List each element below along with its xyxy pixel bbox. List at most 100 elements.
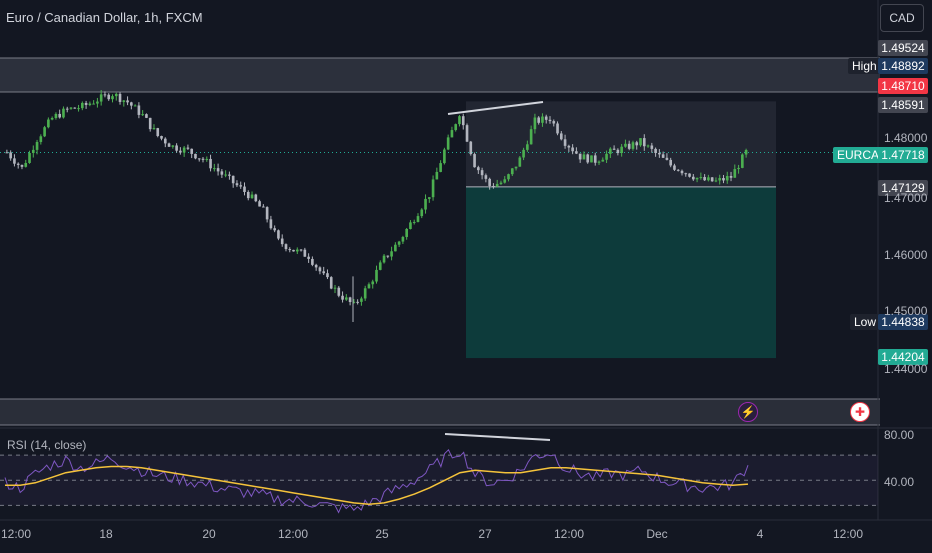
- stop-zone: [466, 101, 776, 187]
- candle-body: [559, 133, 563, 140]
- candle-body: [405, 228, 408, 237]
- candle-body: [676, 169, 680, 171]
- candle-body: [69, 107, 73, 109]
- candle-body: [658, 152, 661, 155]
- candle-body: [228, 174, 231, 176]
- candle-body: [699, 177, 703, 179]
- candle-body: [277, 230, 280, 239]
- candle-body: [280, 238, 284, 245]
- candle-body: [130, 102, 133, 106]
- candle-body: [99, 94, 103, 102]
- candle-body: [163, 138, 167, 144]
- candle-body: [126, 100, 129, 103]
- candle-body: [175, 145, 178, 151]
- candle-body: [624, 143, 627, 147]
- rsi-trend-line: [444, 433, 551, 441]
- candle-body: [642, 138, 646, 147]
- candle-body: [710, 177, 714, 182]
- candle-body: [541, 116, 544, 123]
- candle-body: [412, 221, 416, 223]
- candle-body: [50, 118, 54, 120]
- candle-body: [133, 105, 137, 107]
- high-label: High: [848, 58, 881, 74]
- candle-body: [673, 165, 676, 170]
- candle-body: [590, 155, 593, 163]
- candle-body: [450, 130, 454, 138]
- candle-body: [160, 135, 163, 139]
- low-label: Low: [850, 314, 881, 330]
- candle-body: [439, 163, 442, 172]
- candle-body: [288, 249, 292, 251]
- candle-body: [492, 185, 495, 187]
- candle-body: [695, 177, 699, 180]
- price-axis-tick: 1.44000: [884, 362, 928, 376]
- candle-body: [318, 267, 322, 272]
- candle-body: [556, 123, 559, 134]
- candle-body: [631, 142, 635, 149]
- candle-body: [307, 256, 310, 259]
- high-price-tag: 1.48892: [878, 58, 928, 74]
- candle-body: [43, 127, 46, 137]
- lightning-icon[interactable]: ⚡: [738, 402, 758, 422]
- candle-body: [722, 178, 725, 181]
- candle-body: [205, 158, 209, 160]
- candle-body: [295, 249, 299, 252]
- candle-body: [250, 194, 254, 199]
- target-zone: [466, 186, 776, 359]
- candle-body: [96, 101, 99, 104]
- candle-body: [194, 153, 197, 159]
- candle-body: [5, 152, 9, 154]
- candle-body: [179, 150, 182, 153]
- candle-body: [563, 139, 567, 146]
- events-band: [0, 399, 880, 425]
- candle-body: [688, 173, 691, 177]
- current-price-tag: 1.47718: [878, 147, 928, 163]
- candle-body: [639, 138, 642, 146]
- candle-body: [345, 297, 348, 300]
- candle-body: [725, 176, 729, 181]
- candle-body: [378, 262, 382, 270]
- candle-body: [416, 216, 420, 222]
- candle-body: [311, 258, 314, 265]
- time-axis-label: 12:00: [277, 527, 309, 541]
- candle-body: [16, 163, 20, 165]
- rsi-line: [4, 448, 749, 514]
- candle-body: [246, 191, 250, 199]
- time-axis-label: Dec: [646, 527, 668, 541]
- candle-body: [122, 100, 126, 102]
- candle-body: [54, 113, 58, 119]
- candle-body: [58, 113, 62, 118]
- canada-flag-icon[interactable]: ✚: [850, 402, 870, 422]
- target-price-tag: 1.44204: [878, 349, 928, 365]
- time-axis-label: 4: [756, 527, 764, 541]
- candle-body: [627, 143, 631, 149]
- price-tag-top: 1.49524: [878, 40, 928, 56]
- candle-body: [401, 236, 405, 242]
- candle-body: [684, 173, 688, 175]
- candle-body: [548, 119, 552, 122]
- candle-body: [20, 164, 24, 167]
- candle-body: [477, 167, 480, 171]
- candle-body: [578, 153, 582, 160]
- candle-body: [262, 206, 265, 208]
- candle-body: [299, 249, 303, 251]
- candle-body: [575, 151, 578, 154]
- time-axis-label: 25: [375, 527, 389, 541]
- candle-body: [216, 168, 220, 172]
- candle-body: [737, 167, 740, 170]
- candle-body: [243, 186, 246, 192]
- candle-body: [231, 175, 235, 184]
- candle-body: [375, 269, 378, 282]
- candle-body: [269, 219, 273, 229]
- candle-body: [431, 179, 435, 198]
- currency-button[interactable]: CAD: [880, 4, 924, 32]
- candle-body: [292, 249, 295, 252]
- candle-body: [371, 281, 375, 285]
- candle-body: [609, 148, 612, 154]
- price-axis-tick: 1.46000: [884, 248, 928, 262]
- candle-body: [661, 154, 665, 158]
- candle-body: [118, 93, 122, 102]
- candle-body: [484, 175, 488, 179]
